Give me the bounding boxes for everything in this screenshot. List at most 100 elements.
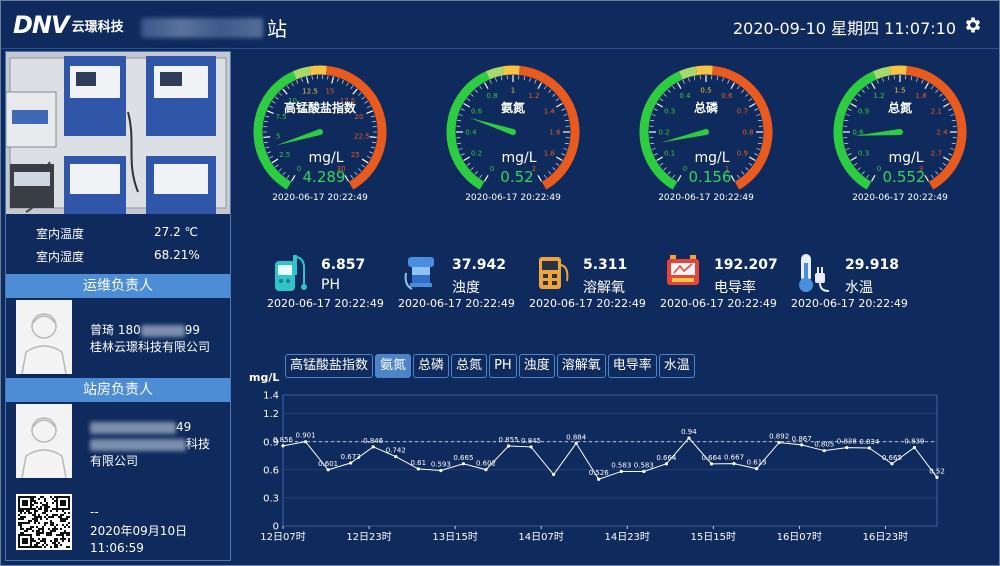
sensor-turbidity-time: 2020-06-17 20:22:49 xyxy=(398,297,515,310)
gauge-value: 0.552 xyxy=(883,168,926,186)
sensor-conductivity: 192.207 电导率 2020-06-17 20:22:49 xyxy=(660,251,790,313)
tab-conductivity[interactable]: 电导率 xyxy=(607,354,657,378)
gauge-tick xyxy=(358,92,362,96)
data-point xyxy=(484,468,488,472)
gauge-tick-label: 0.6 xyxy=(471,108,483,116)
data-point xyxy=(552,472,556,477)
gauge-tick xyxy=(663,93,667,97)
data-label: 0.839 xyxy=(904,437,924,445)
tab-ph[interactable]: PH xyxy=(489,354,517,378)
gauge-tick xyxy=(756,148,761,150)
gauge-tick-label: 1.8 xyxy=(544,150,555,158)
gauge-tick xyxy=(950,114,955,116)
data-label: 0.846 xyxy=(363,437,384,445)
gauge-tick xyxy=(659,162,664,166)
ops-manager-info: 曾琦 180 99 桂林云璟科技有限公司 xyxy=(90,322,210,356)
conductivity-meter-icon xyxy=(667,255,699,285)
gauge-tick xyxy=(466,98,471,102)
gauge-tick xyxy=(265,146,270,149)
gauge-needle xyxy=(469,117,514,135)
indoor-temperature-row: 室内温度 27.2 ℃ xyxy=(36,225,198,242)
gauge-tick xyxy=(457,142,462,145)
turbidity-meter-icon xyxy=(404,257,434,290)
gauge-tick xyxy=(563,114,568,116)
update-dash: -- xyxy=(90,505,99,519)
gauge-tick xyxy=(564,142,569,145)
gauge-tick xyxy=(845,148,850,150)
gauge-tick-label: 0.3 xyxy=(858,150,869,158)
tab-ammonia[interactable]: 氨氮 xyxy=(375,354,412,378)
gauge-tick xyxy=(548,171,552,175)
gauge-tick-label: 0.4 xyxy=(679,92,691,100)
gauge-tick xyxy=(263,136,271,139)
data-point xyxy=(416,467,420,471)
y-tick-label: 0.9 xyxy=(263,437,279,448)
gauge-tick xyxy=(650,119,655,122)
gauge-tick xyxy=(290,175,296,182)
gauge-tick xyxy=(676,175,682,182)
x-tick-label: 16日23时 xyxy=(863,531,908,543)
gauge-tick xyxy=(350,85,354,90)
station-photo xyxy=(6,52,230,214)
gauge-tick xyxy=(479,85,483,90)
indoor-humidity-value: 68.21% xyxy=(154,248,200,262)
gauge-tick-label: 17.5 xyxy=(340,97,356,105)
data-label: 0.856 xyxy=(273,436,294,444)
gauge-tick xyxy=(727,79,730,84)
data-point xyxy=(800,443,804,447)
gauge-tick xyxy=(870,175,876,182)
sensor-dissolved-oxygen-label: 溶解氧 xyxy=(583,280,625,296)
gauge-tick-label: 10 xyxy=(288,97,297,105)
tab-cod[interactable]: 高锰酸盐指数 xyxy=(285,354,374,378)
gauge-tick-label: 0.9 xyxy=(737,150,748,158)
gauge-unit: mg/L xyxy=(308,150,343,166)
gauge-tick xyxy=(458,114,463,116)
gauge-unit: mg/L xyxy=(694,150,729,166)
x-tick-label: 14日23时 xyxy=(604,531,649,543)
y-axis-label: mg/L xyxy=(249,371,279,384)
station-info-panel: 室内温度 27.2 ℃ 室内湿度 68.21% 运维负责人 曾琦 180 99 桂… xyxy=(5,51,231,561)
gauge-tick-label: 0.1 xyxy=(664,150,675,158)
tab-total-phosphorus[interactable]: 总磷 xyxy=(413,354,450,378)
data-label: 0.526 xyxy=(589,469,610,477)
data-point xyxy=(349,461,353,465)
ops-manager-company: 桂林云璟科技有限公司 xyxy=(90,340,211,354)
data-label: 0.664 xyxy=(656,454,677,462)
gauge-tick-label: 0 xyxy=(877,165,881,173)
gauge-tick-label: 2.1 xyxy=(931,108,942,116)
gauge-tick xyxy=(371,141,377,144)
sensor-conductivity-label: 电导率 xyxy=(714,280,756,296)
data-label: 0.805 xyxy=(814,441,834,449)
gauge-tick xyxy=(861,89,865,93)
data-label: 0.845 xyxy=(521,437,541,445)
gauge-tick-label: 0 xyxy=(683,165,687,173)
gauge-tick-label: 2 xyxy=(532,165,536,173)
tab-turbidity[interactable]: 浊度 xyxy=(518,354,555,378)
sensor-dissolved-oxygen: 5.311 溶解氧 2020-06-17 20:22:49 xyxy=(529,251,659,313)
gauge-tick xyxy=(948,108,953,111)
sensor-ph-value: 6.857 xyxy=(321,257,366,273)
gauge-tick xyxy=(730,175,736,182)
gauge-tick-label: 0.2 xyxy=(658,129,669,137)
gauge-tick xyxy=(474,171,478,175)
gauge-time: 2020-06-17 20:22:49 xyxy=(852,193,948,203)
sensor-conductivity-time: 2020-06-17 20:22:49 xyxy=(660,297,777,310)
sensor-turbidity: 37.942 浊度 2020-06-17 20:22:49 xyxy=(398,251,528,313)
data-label: 0.664 xyxy=(701,454,722,462)
gauge-tick-label: 22.5 xyxy=(354,132,370,140)
indoor-humidity-label: 室内湿度 xyxy=(36,250,85,264)
tab-dissolved-oxygen[interactable]: 溶解氧 xyxy=(556,354,606,378)
gauge-tick xyxy=(364,100,369,104)
tab-total-nitrogen[interactable]: 总氮 xyxy=(451,354,488,378)
data-point xyxy=(371,445,375,449)
gauge-tick-label: 2.5 xyxy=(279,151,290,159)
gauge-tick xyxy=(748,162,753,166)
gauge-tick xyxy=(266,151,271,154)
gauge-tick xyxy=(366,156,371,159)
tab-water-temperature[interactable]: 水温 xyxy=(658,354,695,378)
data-point xyxy=(506,444,511,448)
gauge-title: 总氮 xyxy=(888,100,912,115)
gear-icon[interactable] xyxy=(963,15,983,35)
data-label: 0.583 xyxy=(611,461,631,469)
data-point xyxy=(777,440,781,445)
